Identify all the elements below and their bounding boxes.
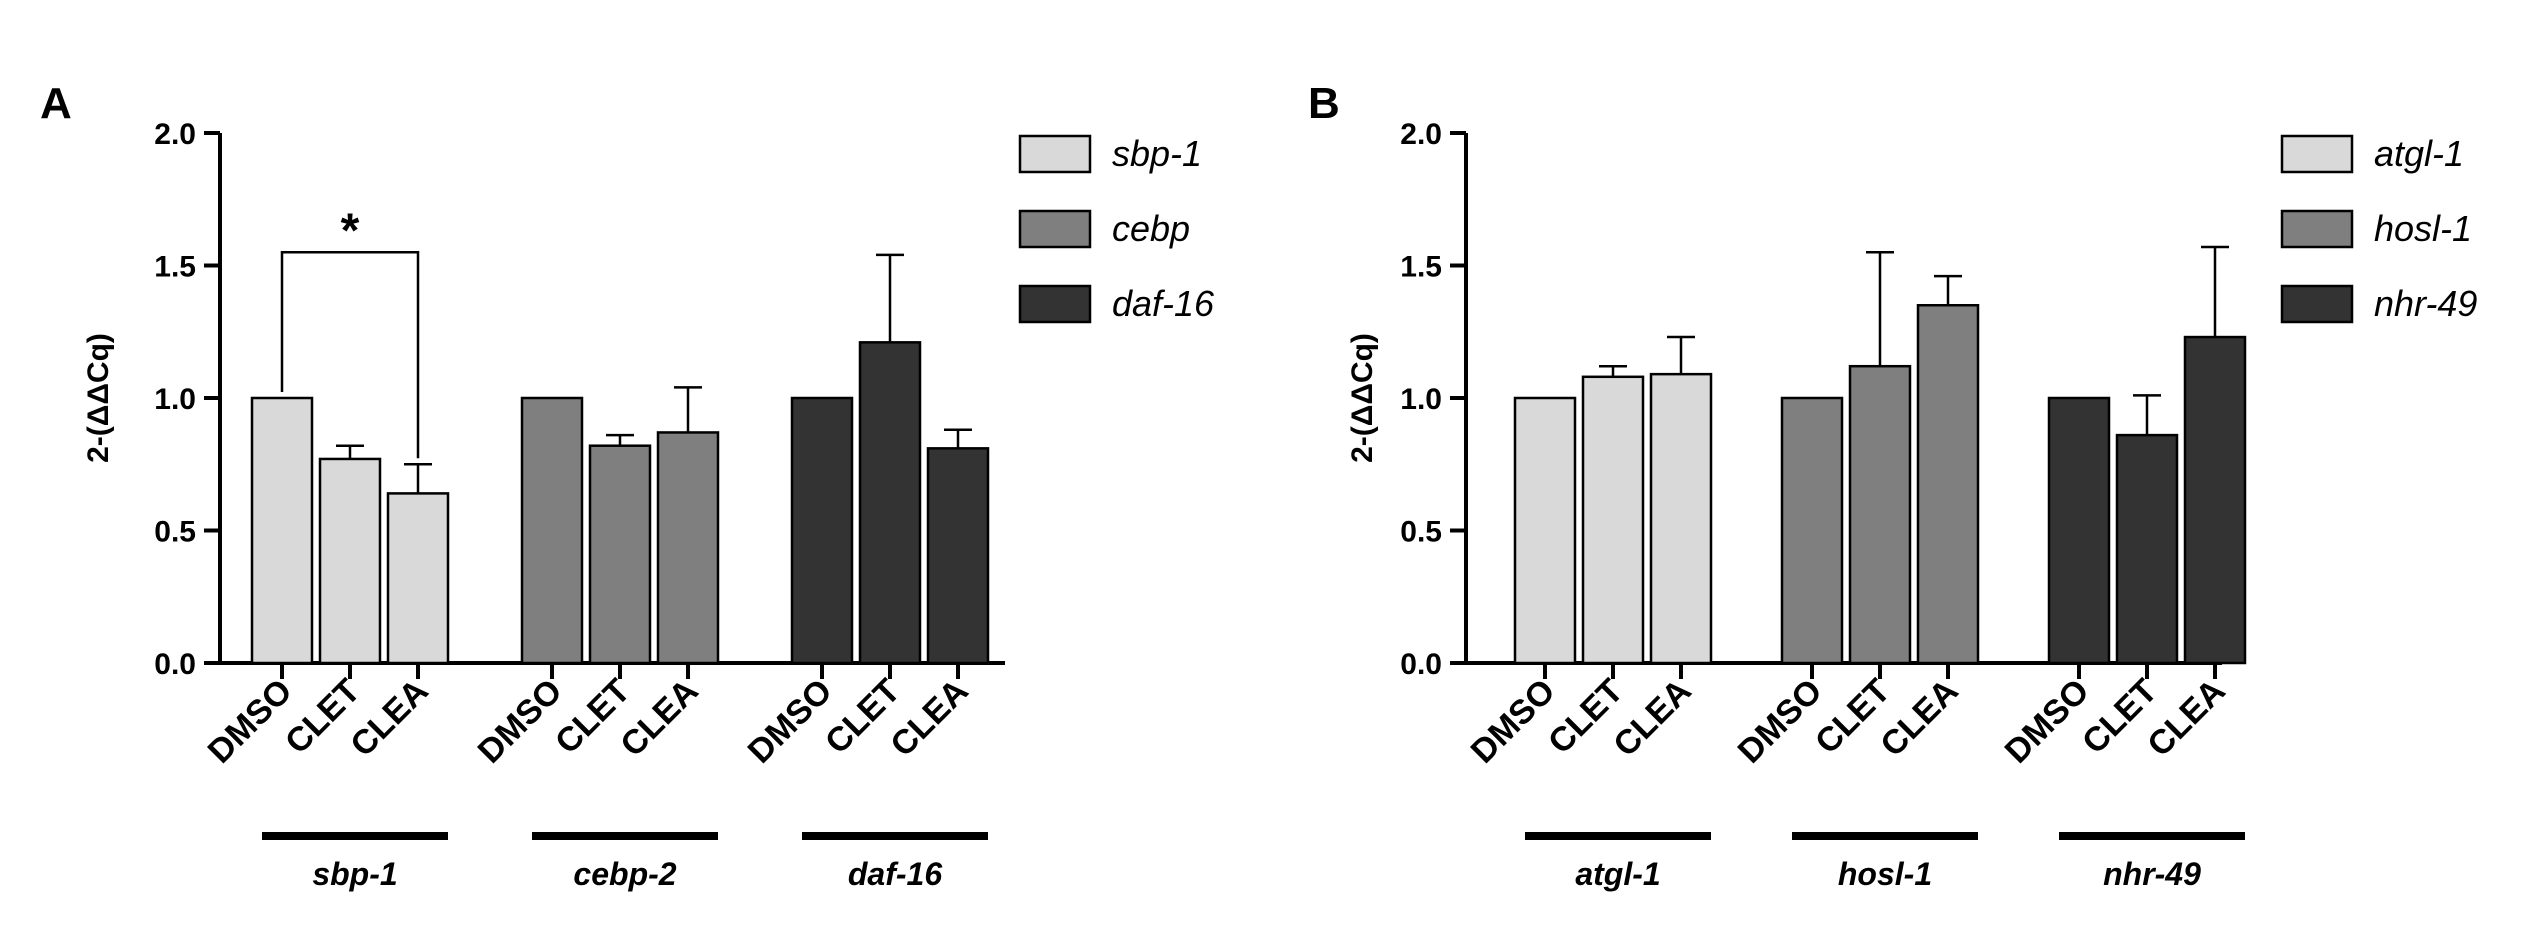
legend-label: cebp	[1112, 208, 1190, 249]
x-tick-label: CLEA	[1606, 672, 1698, 764]
y-tick-label: 1.5	[1400, 251, 1442, 284]
x-tick-label: DMSO	[741, 672, 840, 771]
group-label: daf-16	[848, 856, 942, 892]
y-tick-label: 0.5	[154, 516, 196, 549]
bar	[790, 396, 854, 665]
y-tick-label: 2.0	[1400, 118, 1442, 151]
panel-letter: B	[1308, 79, 1340, 128]
y-tick-label: 1.0	[1400, 383, 1442, 416]
bar	[250, 396, 314, 665]
x-tick-label: CLEA	[613, 672, 705, 764]
x-tick-label: DMSO	[1998, 672, 2097, 771]
bar	[1916, 304, 1980, 665]
y-tick-label: 2.0	[154, 118, 196, 151]
significance-label: *	[341, 204, 360, 257]
x-tick-label: DMSO	[201, 672, 300, 771]
group-label: cebp-2	[573, 856, 676, 892]
x-tick-label: CLEA	[883, 672, 975, 764]
bar	[656, 431, 720, 665]
bar	[2115, 433, 2179, 665]
chart-panel-b: B2-(ΔΔCq)0.00.51.01.52.0DMSOCLETCLEAatgl…	[1308, 79, 2477, 892]
x-tick-label: CLEA	[1873, 672, 1965, 764]
chart-panel-a: A2-(ΔΔCq)0.00.51.01.52.0DMSOCLETCLEAsbp-…	[40, 79, 1215, 892]
bar	[588, 444, 652, 665]
legend-swatch	[2280, 284, 2354, 324]
panel-letter: A	[40, 79, 72, 128]
group-label: nhr-49	[2103, 856, 2201, 892]
bar	[2047, 396, 2111, 665]
y-axis-label: 2-(ΔΔCq)	[1346, 333, 1379, 463]
bar	[386, 492, 450, 665]
x-tick-label: CLEA	[2140, 672, 2232, 764]
y-tick-label: 0.0	[1400, 648, 1442, 681]
x-tick-label: CLEA	[343, 672, 435, 764]
bar	[926, 447, 990, 665]
legend-swatch	[1018, 284, 1092, 324]
y-tick-label: 0.0	[154, 648, 196, 681]
bar	[2183, 335, 2247, 665]
bar	[1649, 372, 1713, 665]
legend-label: daf-16	[1112, 283, 1215, 324]
group-label: hosl-1	[1838, 856, 1932, 892]
legend-swatch	[2280, 209, 2354, 249]
y-tick-label: 1.5	[154, 251, 196, 284]
legend-swatch	[1018, 209, 1092, 249]
legend-label: sbp-1	[1112, 133, 1202, 174]
significance-bracket	[280, 251, 420, 459]
group-label: atgl-1	[1575, 856, 1660, 892]
x-tick-label: DMSO	[1731, 672, 1830, 771]
x-tick-label: DMSO	[471, 672, 570, 771]
bar	[1513, 396, 1577, 665]
bar	[1780, 396, 1844, 665]
legend-swatch	[1018, 134, 1092, 174]
bar	[858, 341, 922, 665]
bar	[1581, 375, 1645, 665]
legend-label: hosl-1	[2374, 208, 2472, 249]
y-tick-label: 1.0	[154, 383, 196, 416]
bar	[520, 396, 584, 665]
y-axis-label: 2-(ΔΔCq)	[82, 333, 115, 463]
y-tick-label: 0.5	[1400, 516, 1442, 549]
x-tick-label: DMSO	[1464, 672, 1563, 771]
legend-label: atgl-1	[2374, 133, 2464, 174]
legend-swatch	[2280, 134, 2354, 174]
legend-label: nhr-49	[2374, 283, 2477, 324]
bar	[1848, 364, 1912, 665]
group-label: sbp-1	[312, 856, 397, 892]
bar	[318, 457, 382, 665]
